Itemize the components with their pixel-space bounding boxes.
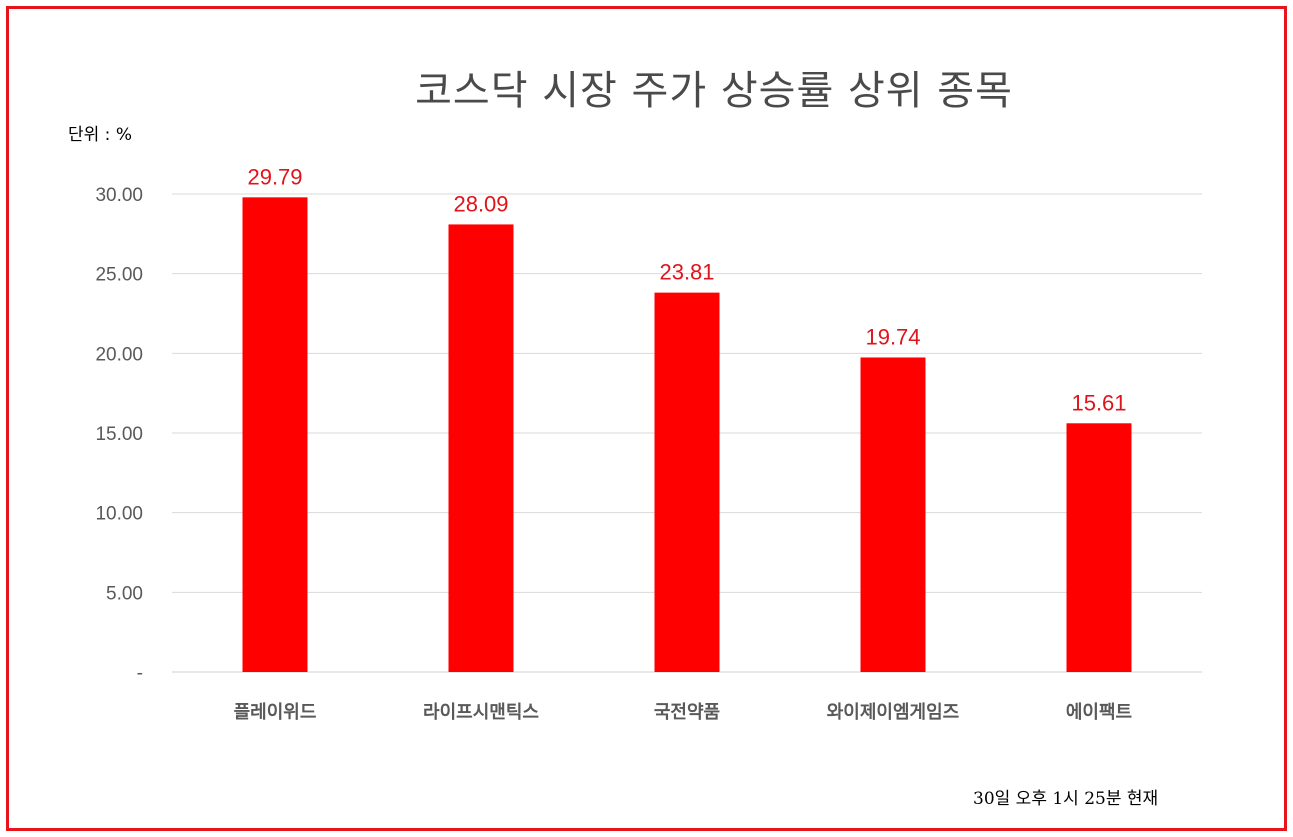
x-tick-label: 플레이위드 [234, 702, 317, 723]
data-label: 29.79 [247, 164, 302, 189]
bar [242, 197, 308, 672]
timestamp-footnote: 30일 오후 1시 25분 현재 [973, 789, 1159, 809]
unit-label: 단위 : % [68, 125, 132, 145]
data-label: 23.81 [659, 260, 714, 285]
x-tick-label: 와이제이엠게임즈 [827, 702, 959, 723]
data-labels: 29.79 28.09 23.81 19.74 15.61 [247, 164, 1126, 415]
chart-title: 코스닥 시장 주가 상승률 상위 종목 [415, 68, 1013, 114]
data-label: 28.09 [453, 191, 508, 216]
y-tick-label: 10.00 [95, 504, 143, 525]
y-tick-label: 25.00 [95, 265, 143, 286]
chart-frame [6, 6, 1287, 831]
y-axis: - 5.00 10.00 15.00 20.00 25.00 30.00 [95, 185, 143, 684]
x-axis: 플레이위드 라이프시맨틱스 국전약품 와이제이엠게임즈 에이팩트 [234, 701, 1133, 723]
y-tick-label: - [137, 663, 143, 684]
bar [860, 357, 926, 672]
bar [448, 224, 514, 672]
bars [242, 197, 1132, 672]
y-tick-label: 5.00 [106, 583, 143, 604]
bar [654, 292, 720, 672]
x-tick-label: 국전약품 [654, 701, 720, 723]
x-tick-label: 라이프시맨틱스 [423, 702, 539, 723]
y-tick-label: 30.00 [95, 185, 143, 206]
y-tick-label: 15.00 [95, 424, 143, 445]
data-label: 19.74 [865, 324, 920, 349]
y-tick-label: 20.00 [95, 344, 143, 365]
data-label: 15.61 [1071, 390, 1126, 415]
bar [1066, 423, 1132, 672]
x-tick-label: 에이팩트 [1066, 702, 1132, 723]
